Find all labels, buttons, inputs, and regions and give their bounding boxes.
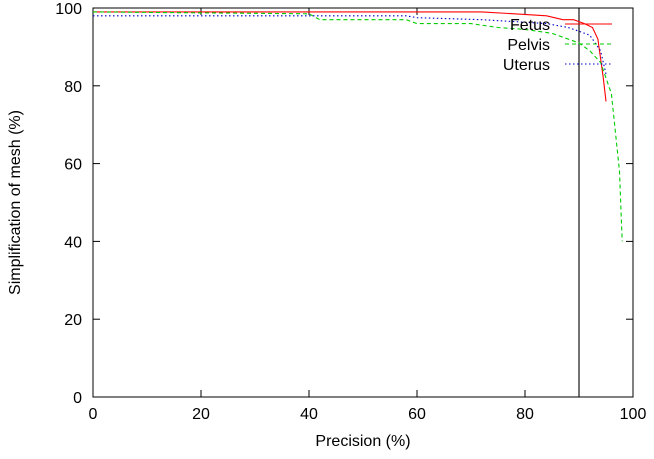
x-tick-label: 60 [408,406,426,423]
x-tick-label: 80 [516,406,534,423]
legend-label-uterus: Uterus [503,57,550,74]
x-axis-title: Precision (%) [315,433,410,450]
plot-frame [92,7,634,398]
y-tick-label: 40 [64,234,82,251]
y-axis-title: Simplification of mesh (%) [7,110,24,295]
axis-ticks: 0 20 40 60 80 100 0 20 40 60 80 100 [55,1,646,423]
y-tick-label: 60 [64,157,82,174]
legend-label-fetus: Fetus [510,17,550,34]
series-line-pelvis [92,11,623,242]
x-tick-label: 0 [89,406,98,423]
series-line-uterus [93,15,607,75]
x-tick-label: 100 [620,406,647,423]
x-tick-label: 40 [300,406,318,423]
axis-labels: Precision (%) Simplification of mesh (%) [7,110,411,450]
series-line-fetus [93,11,607,102]
y-tick-label: 100 [55,1,82,18]
y-tick-label: 0 [73,390,82,407]
plot-area [92,7,634,398]
y-tick-label: 80 [64,79,82,96]
y-tick-label: 20 [64,312,82,329]
legend: Fetus Pelvis Uterus [503,17,612,74]
data-series [92,11,623,242]
x-tick-label: 20 [192,406,210,423]
legend-label-pelvis: Pelvis [507,37,550,54]
